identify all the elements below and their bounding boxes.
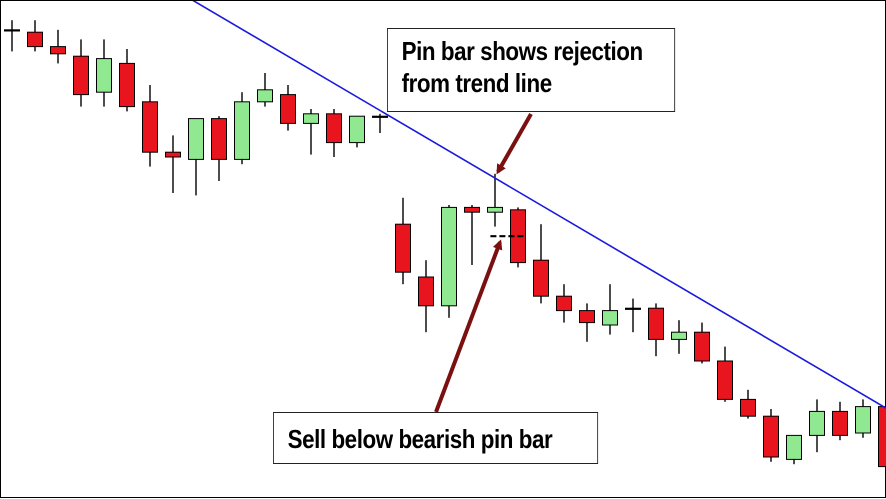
candle [442, 205, 457, 318]
candle [327, 109, 342, 157]
candle [396, 198, 411, 284]
bearish-candle-body [649, 308, 664, 339]
bearish-candle-body [281, 95, 296, 124]
candle [465, 205, 480, 265]
candle [51, 30, 66, 64]
bearish-candle-body [28, 32, 43, 46]
candle [603, 284, 618, 334]
bullish-candle-body [442, 207, 457, 305]
arrow-to-pin-bar-top [498, 114, 531, 172]
bearish-candle-body [879, 407, 886, 467]
candle [350, 116, 365, 147]
candle [833, 402, 848, 440]
bearish-candle-body [143, 102, 158, 152]
candle [580, 303, 595, 341]
annotation-rejection-line-1: Pin bar shows rejection [402, 35, 675, 67]
bearish-candle-body [557, 296, 572, 310]
candle [304, 109, 319, 155]
bullish-candle-body [350, 116, 365, 142]
annotation-rejection-line-2: from trend line [402, 67, 675, 99]
candle [97, 39, 112, 106]
bearish-candle-body [465, 207, 480, 212]
annotation-rejection: Pin bar shows rejection from trend line [387, 28, 675, 112]
bullish-candle-body [856, 407, 871, 433]
bullish-candle-body [304, 114, 319, 124]
candle [419, 260, 434, 332]
bearish-candle-body [212, 119, 227, 160]
bearish-candle-body [419, 277, 434, 306]
candle [672, 320, 687, 354]
candle [28, 20, 43, 51]
candle [810, 399, 825, 452]
bullish-candle-body [235, 102, 250, 160]
candle [120, 49, 135, 111]
bearish-candle-body [833, 411, 848, 435]
bearish-candle-body [396, 224, 411, 272]
bullish-candle-body [258, 90, 273, 102]
candle [557, 284, 572, 322]
bearish-candle-body [5, 30, 20, 31]
candle [373, 114, 388, 133]
candle [258, 73, 273, 107]
bearish-candle-body [120, 63, 135, 106]
candle [856, 399, 871, 437]
candle [5, 20, 20, 51]
candle [718, 347, 733, 402]
bullish-candle-body [787, 435, 802, 459]
candle [534, 224, 549, 303]
candle [166, 135, 181, 193]
candle [281, 85, 296, 131]
bearish-candle-body [695, 332, 710, 361]
candle [649, 303, 664, 356]
bearish-candle-body [534, 260, 549, 296]
bearish-candle-body [718, 361, 733, 399]
candle [235, 92, 250, 164]
candle [626, 299, 641, 333]
bearish-candle-body [327, 114, 342, 143]
candle [143, 85, 158, 167]
bullish-candle-body [810, 411, 825, 435]
annotation-sell: Sell below bearish pin bar [273, 412, 598, 464]
bullish-candle-body [603, 311, 618, 325]
candle [695, 323, 710, 364]
candle [74, 39, 89, 106]
candle [511, 207, 526, 267]
bearish-candle-body [580, 311, 595, 323]
bullish-candle-body [97, 59, 112, 93]
bearish-candle-body [74, 56, 89, 94]
bearish-candle-body [764, 416, 779, 457]
candle [741, 390, 756, 419]
bearish-candle-body [626, 308, 641, 309]
bullish-candle-body [672, 332, 687, 339]
candle [879, 404, 886, 471]
annotation-sell-line-1: Sell below bearish pin bar [288, 423, 598, 455]
candle [764, 409, 779, 462]
candle [787, 435, 802, 464]
bearish-candle-body [51, 47, 66, 54]
bullish-candle-body [488, 207, 503, 212]
candle [189, 119, 204, 196]
candle [212, 116, 227, 181]
bearish-candle-body [166, 152, 181, 157]
bearish-candle-body [741, 399, 756, 416]
bullish-candle-body [189, 119, 204, 160]
bearish-candle-body [373, 116, 388, 117]
